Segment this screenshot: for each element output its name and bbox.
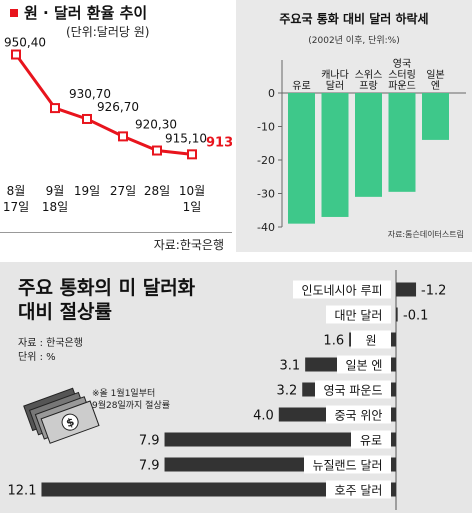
data-point [118, 131, 128, 142]
data-label: 920,30 [135, 117, 177, 131]
data-point [50, 103, 60, 114]
bar [321, 93, 349, 217]
category-label: 대만 달러 [335, 309, 383, 323]
data-label: 1.6 [323, 334, 344, 349]
chart3-title: 주요 통화의 미 달러화 대비 절상률 [18, 277, 196, 323]
category-label-box [326, 480, 391, 499]
bar [396, 307, 398, 322]
title-bullet [10, 9, 18, 17]
dollar-decline-panel: 주요국 통화 대비 달러 하락세 (2002년 이후, 단위:%) 0 -10 -2… [236, 0, 472, 252]
category-label-box [304, 455, 391, 474]
category-label: 호주 달러 [335, 484, 383, 498]
x-tick-label: 일본 엔 [426, 69, 444, 92]
category-label-box [326, 405, 391, 424]
data-label: 913,70 [206, 135, 232, 150]
data-point [82, 113, 92, 124]
chart2-subtitle: (2002년 이후, 단위:%) [308, 36, 400, 46]
data-label: -1.2 [421, 284, 446, 299]
x-tick-label: 8월 17일 [3, 184, 29, 214]
x-tick-label: 27일 [110, 184, 136, 198]
chart2-source: 자료:톰슨데이터스트림 [387, 230, 464, 239]
x-tick-label: 스위스 프랑 [355, 68, 383, 92]
chart1-subtitle: (단위:달러당 원) [66, 25, 150, 39]
chart3-unit: 단위 : % [18, 352, 56, 363]
x-tick-label: 28일 [144, 184, 170, 198]
y-tick-label: -40 [257, 221, 275, 234]
category-label-box [326, 305, 391, 324]
category-label: 중국 위안 [335, 409, 383, 423]
y-tick-label: -10 [257, 121, 275, 134]
x-tick-label: 영국 스터링 파운드 [388, 58, 416, 92]
bar [355, 93, 382, 197]
data-label: 3.2 [277, 384, 298, 399]
x-tick-label: 10월 1일 [179, 184, 205, 214]
x-tick-label: 19일 [74, 184, 100, 198]
category-label: 일본 엔 [346, 359, 383, 373]
bar [388, 93, 416, 192]
category-label-box [337, 355, 391, 374]
chart2-title: 주요국 통화 대비 달러 하락세 [279, 12, 429, 26]
y-tick-label: 0 [268, 87, 275, 100]
chart3-source: 자료 : 한국은행 [18, 338, 83, 349]
chart1-title: 원 · 달러 환율 추이 [24, 4, 148, 22]
data-label: 7.9 [139, 459, 160, 474]
category-label: 영국 파운드 [323, 384, 382, 398]
svg-text:$: $ [64, 415, 76, 430]
data-label: 930,70 [69, 87, 111, 101]
category-label: 뉴질랜드 달러 [312, 459, 382, 473]
data-label: 3.1 [279, 359, 300, 374]
data-point [187, 149, 197, 160]
source-divider [0, 232, 232, 233]
bar [396, 282, 417, 297]
data-label: 7.9 [139, 434, 160, 449]
exchange-rate-panel: 원 · 달러 환율 추이 (단위:달러당 원) 950,40 930,70 926,… [0, 0, 232, 255]
data-label: 926,70 [97, 100, 139, 114]
bar [422, 93, 449, 140]
y-tick-label: -30 [257, 188, 275, 201]
bar [288, 93, 315, 224]
series-line [14, 53, 193, 156]
chart1-source: 자료:한국은행 [153, 238, 224, 252]
data-label: -0.1 [403, 309, 428, 324]
data-label: 950,40 [4, 36, 46, 50]
bar [164, 432, 396, 447]
category-label-box [315, 380, 391, 399]
appreciation-panel: 주요 통화의 미 달러화 대비 절상률 자료 : 한국은행 단위 : % $ ※… [0, 262, 472, 513]
data-label: 12.1 [8, 484, 37, 499]
category-label: 인도네시아 루피 [301, 284, 382, 298]
category-label: 유로 [360, 434, 382, 448]
y-tick-label: -20 [257, 154, 275, 167]
x-tick-label: 9월 18일 [42, 184, 68, 214]
x-tick-label: 유로 [292, 80, 310, 92]
data-point [152, 145, 162, 156]
category-label-box [351, 330, 391, 349]
data-label: 4.0 [253, 409, 274, 424]
x-tick-label: 캐나다 달러 [321, 69, 349, 92]
money-icon: $ [23, 387, 100, 444]
category-label: 원 [365, 334, 376, 348]
category-label-box [351, 430, 391, 449]
data-point [11, 49, 21, 60]
data-label: 915,10 [165, 132, 207, 146]
chart3-note: ※올 1월1일부터 9월28일까지 절상률 [92, 389, 170, 411]
bar [41, 482, 396, 497]
category-label-box [293, 280, 391, 299]
bar-chart-horizontal: -1.2 인도네시아 루피 -0.1 대만 달러 1.6 원 3.1 일본 엔 3.2 영국 파운… [8, 270, 446, 510]
